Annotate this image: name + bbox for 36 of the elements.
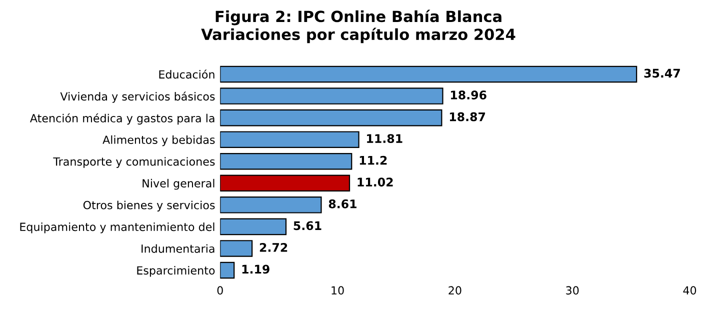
y-tick-label: Vivienda y servicios básicos bbox=[60, 92, 215, 103]
chart-title: Figura 2: IPC Online Bahía Blanca Variaciones por capítulo marzo 2024 bbox=[201, 10, 516, 44]
data-label: 35.47 bbox=[644, 68, 680, 78]
bar bbox=[220, 240, 253, 257]
y-tick-label: Otros bienes y servicios bbox=[83, 200, 215, 212]
y-tick-label: Educación bbox=[159, 70, 214, 79]
data-label: 8.61 bbox=[328, 199, 356, 208]
bar bbox=[220, 262, 235, 279]
bar bbox=[220, 109, 442, 126]
x-tick-label: 40 bbox=[683, 286, 696, 295]
data-label: 18.96 bbox=[451, 90, 486, 100]
y-tick-label: Atención médica y gastos para la bbox=[30, 113, 214, 125]
bar bbox=[220, 196, 322, 214]
y-tick-label: Esparcimiento bbox=[137, 266, 215, 277]
bar bbox=[220, 174, 350, 192]
bar bbox=[220, 152, 352, 170]
y-tick-label: Equipamiento y mantenimiento del bbox=[20, 222, 214, 234]
x-tick-label: 0 bbox=[217, 286, 223, 295]
bar bbox=[220, 131, 360, 148]
bar bbox=[220, 218, 287, 236]
data-label: 11.2 bbox=[360, 156, 387, 165]
data-label: 5.61 bbox=[294, 221, 322, 230]
data-label: 1.19 bbox=[242, 264, 270, 274]
y-tick-label: Alimentos y bebidas bbox=[102, 135, 215, 146]
x-tick-label: 10 bbox=[332, 286, 344, 295]
x-tick-label: 20 bbox=[448, 286, 462, 295]
bar bbox=[220, 88, 444, 104]
y-tick-label: Transporte y comunicaciones bbox=[53, 157, 215, 168]
bar bbox=[220, 66, 638, 83]
data-label: 11.02 bbox=[358, 178, 393, 187]
data-label: 2.72 bbox=[260, 242, 288, 252]
y-tick-label: Indumentaria bbox=[142, 244, 214, 253]
data-label: 18.87 bbox=[450, 112, 486, 122]
x-tick-label: 30 bbox=[566, 286, 579, 295]
data-label: 11.81 bbox=[367, 134, 402, 144]
y-tick-label: Nivel general bbox=[142, 178, 214, 190]
